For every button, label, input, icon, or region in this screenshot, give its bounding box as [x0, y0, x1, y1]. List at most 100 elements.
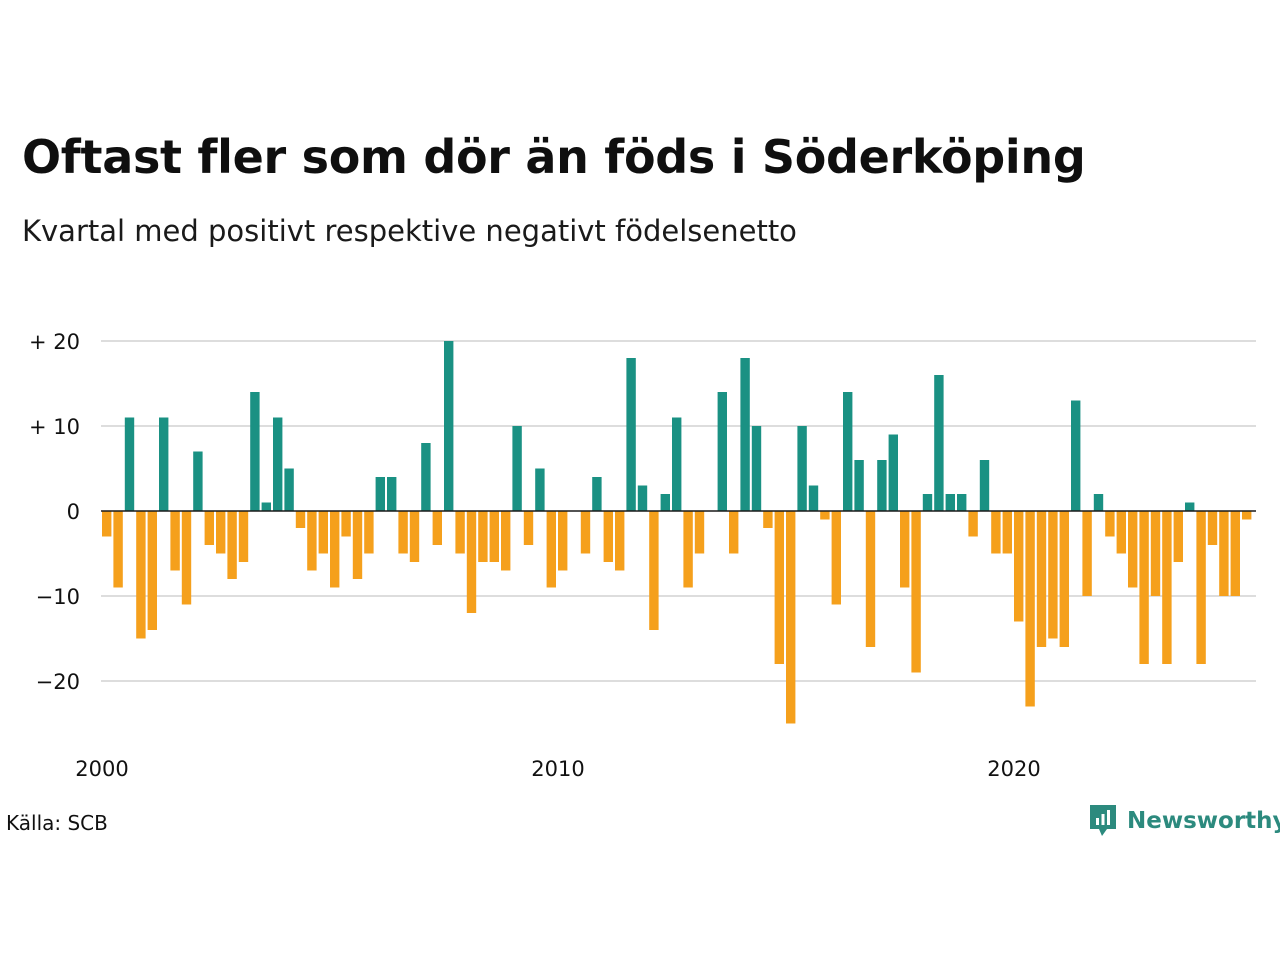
bar: [854, 460, 864, 511]
y-tick-label: + 20: [29, 330, 80, 354]
bar: [1036, 511, 1047, 647]
bar: [865, 511, 876, 647]
bar: [900, 511, 910, 588]
y-tick-label: −20: [36, 670, 80, 694]
bar: [968, 511, 978, 537]
bar: [1219, 511, 1229, 596]
source-note: Källa: SCB: [6, 811, 108, 835]
bar: [660, 494, 670, 511]
bar: [1173, 511, 1183, 562]
bar: [1059, 511, 1069, 647]
bar: [831, 511, 841, 605]
bar: [216, 511, 226, 554]
bar: [717, 392, 727, 511]
bar: [1150, 511, 1161, 596]
bar: [204, 511, 214, 545]
bar: [136, 511, 146, 639]
bar: [1242, 511, 1252, 520]
bar: [957, 494, 967, 511]
bar: [147, 511, 157, 630]
bar: [580, 511, 591, 554]
bar: [307, 511, 317, 571]
bar: [1207, 511, 1218, 545]
bar: [295, 511, 306, 528]
bar: [273, 417, 283, 511]
bar: [227, 511, 237, 579]
bar: [592, 477, 602, 511]
bar: [170, 511, 180, 571]
bar: [740, 358, 750, 511]
bar: [1014, 511, 1024, 622]
bar: [1128, 511, 1138, 588]
bar: [797, 426, 807, 511]
bar: [193, 451, 203, 511]
bar: [843, 392, 853, 511]
brand-name: Newsworthy: [1127, 808, 1280, 834]
bar: [409, 511, 420, 562]
bar: [729, 511, 739, 554]
bar: [808, 485, 819, 511]
bar: [1230, 511, 1240, 596]
bar: [1002, 511, 1012, 554]
bar: [649, 511, 659, 630]
bar: [512, 426, 522, 511]
bar: [113, 511, 123, 588]
bar: [626, 358, 636, 511]
bar: [489, 511, 499, 562]
bar: [238, 511, 249, 562]
chart-title: Oftast fler som dör än föds i Söderköpin…: [22, 130, 1086, 184]
bar: [364, 511, 374, 554]
bar: [387, 477, 397, 511]
bar: [421, 443, 431, 511]
y-tick-label: + 10: [29, 415, 80, 439]
bar: [1139, 511, 1149, 664]
bar: [284, 468, 294, 511]
bar: [694, 511, 705, 554]
bar: [330, 511, 340, 588]
bar: [1105, 511, 1115, 537]
bar: [637, 485, 648, 511]
bar: [546, 511, 556, 588]
bar: [683, 511, 693, 588]
bar: [922, 494, 933, 511]
bar: [1116, 511, 1126, 554]
bar: [934, 375, 944, 511]
x-tick-label: 2000: [75, 757, 128, 781]
x-tick-label: 2020: [987, 757, 1040, 781]
bar: [181, 511, 192, 605]
axes: + 20 + 10 0 −10 −20 2000 2010 2020: [29, 330, 1256, 781]
bar: [375, 477, 385, 511]
bar: [352, 511, 363, 579]
bar: [501, 511, 511, 571]
bar: [1196, 511, 1206, 664]
bar: [979, 460, 990, 511]
bar: [523, 511, 534, 545]
bar: [398, 511, 408, 554]
bar: [1082, 511, 1092, 596]
bar: [603, 511, 613, 562]
bar: [124, 417, 135, 511]
bar: [558, 511, 568, 571]
bar: [820, 511, 830, 520]
bar-chart: + 20 + 10 0 −10 −20 2000 2010 2020: [29, 330, 1256, 781]
bar: [763, 511, 773, 528]
bar: [159, 417, 169, 511]
bar: [774, 511, 784, 664]
y-tick-label: 0: [67, 500, 80, 524]
bar: [786, 511, 796, 724]
bar: [615, 511, 625, 571]
bar: [672, 417, 682, 511]
bars: [102, 341, 1252, 724]
brand-logo: Newsworthy: [1088, 803, 1280, 839]
bar: [1093, 494, 1104, 511]
bar: [945, 494, 955, 511]
bar: [341, 511, 351, 537]
bar: [877, 460, 887, 511]
bar: [318, 511, 328, 554]
bar: [1185, 502, 1195, 511]
bar: [466, 511, 477, 613]
bar: [751, 426, 762, 511]
bar: [478, 511, 488, 562]
bar: [261, 502, 271, 511]
bar: [455, 511, 465, 554]
